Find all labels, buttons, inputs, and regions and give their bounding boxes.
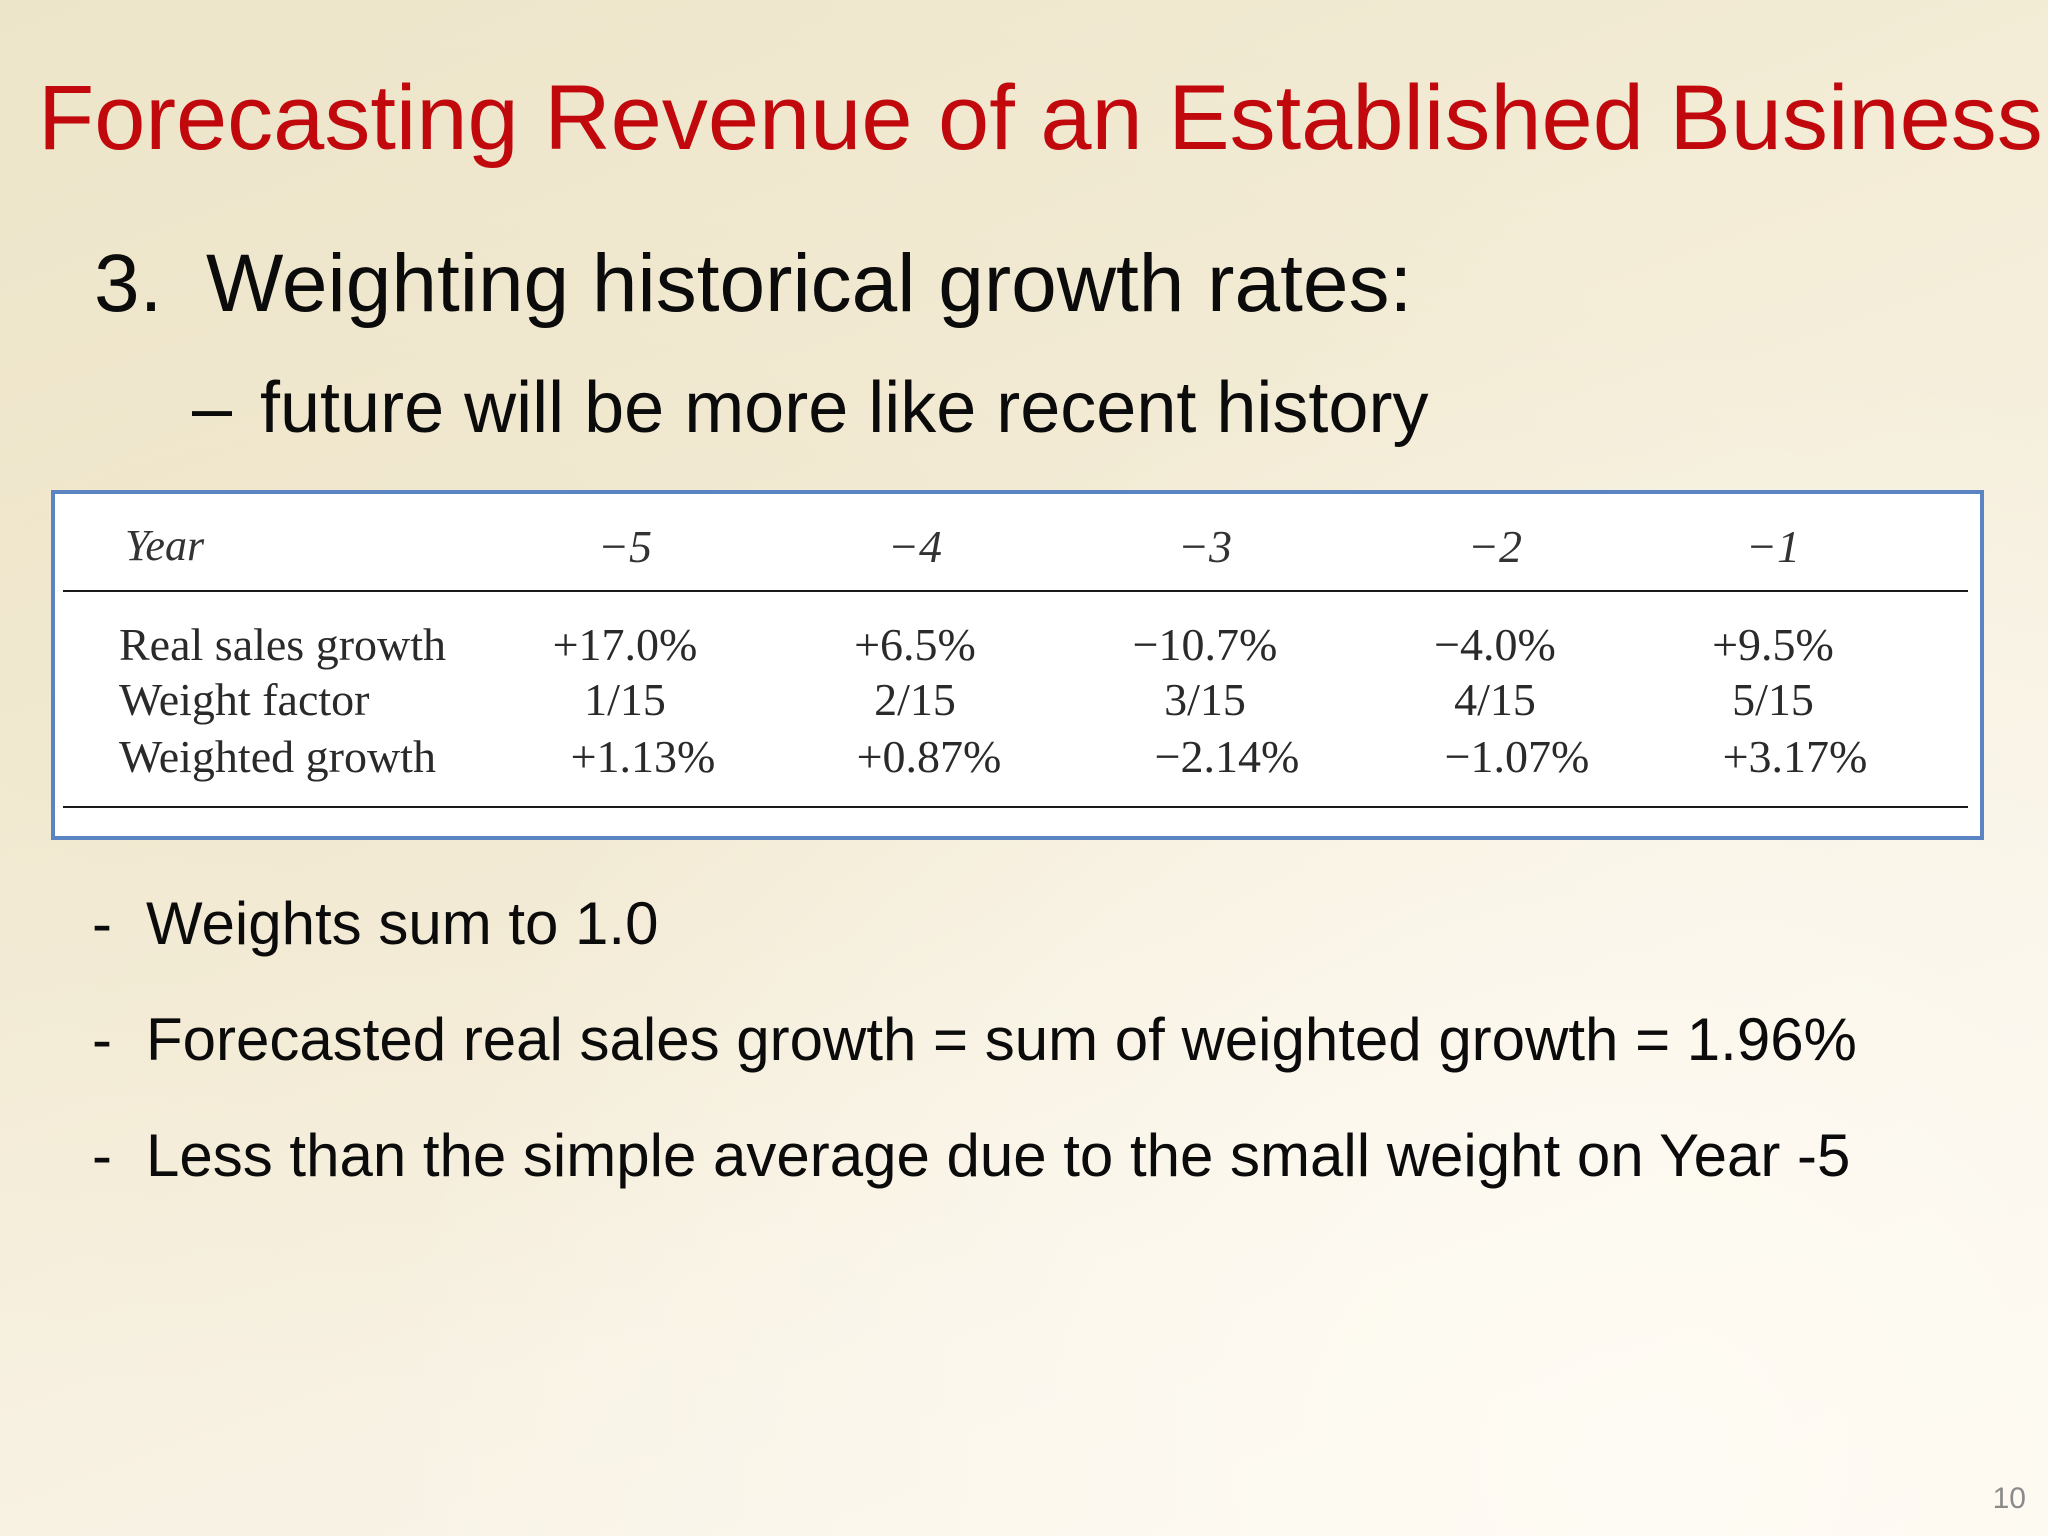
bullet-marker: - (92, 1122, 112, 1189)
table-header-col: −4 (887, 521, 943, 572)
row-label-weighted-growth: Weighted growth (119, 731, 436, 782)
subpoint-text: future will be more like recent history (260, 368, 1429, 448)
heading-number: 3. (94, 238, 163, 329)
heading-text: Weighting historical growth rates: (206, 238, 1413, 329)
table-cell: −2.14% (1154, 731, 1300, 782)
bullet-text: Forecasted real sales growth = sum of we… (146, 1006, 1857, 1073)
page-number: 10 (1992, 1482, 2026, 1515)
table-cell: 4/15 (1454, 674, 1536, 725)
table-cell: +0.87% (856, 731, 1002, 782)
table-top-rule (63, 590, 1968, 592)
table-cell: −10.7% (1132, 619, 1278, 670)
bullet-marker: - (92, 890, 112, 957)
table-cell: +1.13% (570, 731, 716, 782)
table-cell: 1/15 (584, 674, 666, 725)
bullet-text: Weights sum to 1.0 (146, 890, 659, 957)
bullet-item: - Less than the simple average due to the… (92, 1126, 1850, 1186)
bullet-text: Less than the simple average due to the … (146, 1122, 1851, 1189)
table-bottom-rule (63, 806, 1968, 808)
table-cell: +17.0% (552, 619, 698, 670)
table-cell: 3/15 (1164, 674, 1246, 725)
table-cell: −1.07% (1444, 731, 1590, 782)
table-cell: 2/15 (874, 674, 956, 725)
subpoint: – future will be more like recent history (192, 372, 1428, 444)
row-label-real-sales-growth: Real sales growth (119, 619, 447, 670)
table-cell: −4.0% (1434, 619, 1556, 670)
subpoint-dash: – (192, 368, 233, 448)
table-cell: +6.5% (854, 619, 976, 670)
section-heading: 3. Weighting historical growth rates: (94, 243, 1412, 325)
table-header-col: −5 (597, 521, 653, 572)
growth-table: Year −5 −4 −3 −2 −1 Real sales growth +1… (51, 490, 1984, 840)
table-header-year: Year (125, 521, 205, 570)
table-header-col: −2 (1467, 521, 1523, 572)
table-cell: +3.17% (1722, 731, 1868, 782)
table-header-col: −3 (1177, 521, 1233, 572)
table-header-col: −1 (1745, 521, 1801, 572)
row-label-weight-factor: Weight factor (119, 674, 370, 725)
table-cell: +9.5% (1712, 619, 1834, 670)
table-cell: 5/15 (1732, 674, 1814, 725)
bullet-item: - Forecasted real sales growth = sum of w… (92, 1010, 1857, 1070)
slide-title: Forecasting Revenue of an Established Bu… (38, 67, 2043, 169)
bullet-marker: - (92, 1006, 112, 1073)
bullet-item: - Weights sum to 1.0 (92, 894, 658, 954)
